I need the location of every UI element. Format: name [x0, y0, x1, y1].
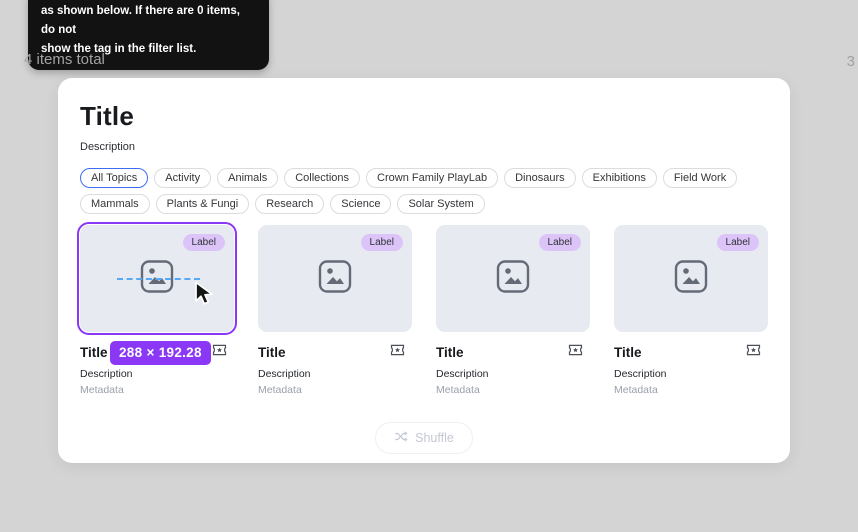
filter-chip-field-work[interactable]: Field Work	[662, 168, 738, 188]
ticket-icon	[568, 343, 583, 361]
card-1-text: Title Description Metadata	[80, 343, 234, 396]
shuffle-button[interactable]: Shuffle	[375, 422, 473, 454]
cursor-pointer-icon	[192, 281, 216, 312]
items-total-label-clipped: 3	[846, 53, 855, 70]
card-1-label-badge: Label	[182, 234, 225, 251]
filter-chip-all-topics[interactable]: All Topics	[80, 168, 149, 188]
card-2-title: Title	[258, 344, 286, 360]
card-4-metadata: Metadata	[614, 384, 658, 396]
shuffle-button-label: Shuffle	[415, 431, 454, 445]
card-3-label-badge: Label	[538, 234, 581, 251]
card-4-description: Description	[614, 368, 667, 380]
card-3-text: Title Description Metadata	[436, 343, 590, 396]
card-1-description: Description	[80, 368, 133, 380]
card-4-title: Title	[614, 344, 642, 360]
card-2-label-badge: Label	[360, 234, 403, 251]
annotation-tooltip: as shown below. If there are 0 items, do…	[28, 0, 269, 70]
card-3-title: Title	[436, 344, 464, 360]
card-4-label-badge: Label	[716, 234, 759, 251]
filter-chip-research[interactable]: Research	[255, 194, 325, 214]
content-frame: Title Description All Topics Activity An…	[58, 78, 790, 463]
shuffle-icon	[394, 430, 408, 446]
ticket-icon	[746, 343, 761, 361]
card-2-description: Description	[258, 368, 311, 380]
filter-chip-dinosaurs[interactable]: Dinosaurs	[504, 168, 576, 188]
card-2-text: Title Description Metadata	[258, 343, 412, 396]
image-placeholder-icon	[495, 258, 531, 299]
page-description: Description	[80, 141, 136, 153]
filter-chip-exhibitions[interactable]: Exhibitions	[581, 168, 657, 188]
card-4-text: Title Description Metadata	[614, 343, 768, 396]
image-placeholder-icon	[317, 258, 353, 299]
tooltip-line-2: show the tag in the filter list.	[41, 43, 197, 55]
filter-chip-list: All Topics Activity Animals Collections …	[80, 168, 770, 214]
dimension-badge: 288 × 192.28	[110, 341, 211, 365]
page-title: Title	[80, 101, 134, 131]
filter-chip-animals[interactable]: Animals	[217, 168, 279, 188]
filter-chip-activity[interactable]: Activity	[154, 168, 212, 188]
card-1-metadata: Metadata	[80, 384, 124, 396]
ticket-icon	[390, 343, 405, 361]
card-1-title: Title	[80, 344, 108, 360]
filter-chip-plants-fungi[interactable]: Plants & Fungi	[155, 194, 250, 214]
card-grid: Label 288 × 192.28 Title	[77, 222, 768, 396]
smart-guide-line	[117, 278, 200, 280]
card-3[interactable]: Label Title	[436, 225, 590, 396]
card-2[interactable]: Label Title	[258, 225, 412, 396]
filter-chip-solar-system[interactable]: Solar System	[397, 194, 485, 214]
card-2-metadata: Metadata	[258, 384, 302, 396]
filter-chip-mammals[interactable]: Mammals	[80, 194, 150, 214]
card-3-metadata: Metadata	[436, 384, 480, 396]
ticket-icon	[212, 343, 227, 361]
card-4[interactable]: Label Title	[614, 225, 768, 396]
filter-chip-collections[interactable]: Collections	[284, 168, 361, 188]
filter-chip-science[interactable]: Science	[330, 194, 392, 214]
card-1-image-placeholder[interactable]: Label	[77, 222, 237, 335]
card-3-description: Description	[436, 368, 489, 380]
items-total-label: 4 items total	[24, 51, 105, 68]
image-placeholder-icon	[673, 258, 709, 299]
card-4-image-placeholder[interactable]: Label	[614, 225, 768, 332]
card-2-image-placeholder[interactable]: Label	[258, 225, 412, 332]
filter-chip-crown-family-playlab[interactable]: Crown Family PlayLab	[366, 168, 499, 188]
card-1[interactable]: Label 288 × 192.28 Title	[77, 222, 237, 396]
card-3-image-placeholder[interactable]: Label	[436, 225, 590, 332]
shuffle-row: Shuffle	[80, 422, 768, 454]
tooltip-line-1: as shown below. If there are 0 items, do…	[41, 5, 240, 36]
